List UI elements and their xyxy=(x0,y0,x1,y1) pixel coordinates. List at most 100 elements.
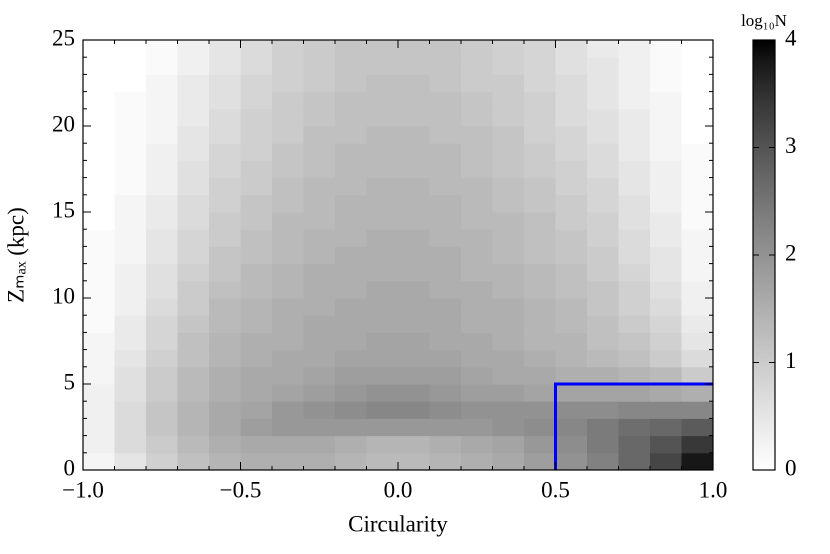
heatmap-cell xyxy=(524,160,556,179)
heatmap-cell xyxy=(429,280,462,299)
heatmap-cell xyxy=(366,74,399,93)
selection-region xyxy=(554,382,713,470)
heatmap-cell xyxy=(335,177,367,196)
heatmap-cell xyxy=(618,40,651,58)
heatmap-cell xyxy=(114,246,147,265)
heatmap-cell xyxy=(209,280,241,299)
heatmap-cell xyxy=(492,349,525,368)
heatmap-cell xyxy=(272,263,304,282)
heatmap-cell xyxy=(177,91,210,110)
heatmap-cell xyxy=(209,177,241,196)
heatmap-cell xyxy=(272,57,304,75)
heatmap-cell xyxy=(303,246,336,265)
heatmap-cell xyxy=(524,194,556,213)
y-tick-label: 0 xyxy=(64,455,76,480)
heatmap-cell xyxy=(335,452,367,471)
heatmap-cell xyxy=(461,246,493,265)
heatmap-cell xyxy=(587,298,619,316)
heatmap-cell xyxy=(83,315,115,333)
heatmap-cell xyxy=(272,384,304,402)
heatmap-cell xyxy=(272,298,304,316)
heatmap-cell xyxy=(492,229,525,247)
heatmap-cell xyxy=(272,452,304,471)
heatmap-cell xyxy=(650,435,682,454)
heatmap-cell xyxy=(335,74,367,93)
heatmap-cell xyxy=(492,452,525,471)
heatmap-cell xyxy=(398,57,430,75)
heatmap-cell xyxy=(555,74,588,93)
heatmap-cell xyxy=(177,108,210,127)
heatmap-cell xyxy=(240,177,273,196)
heatmap-cell xyxy=(114,315,147,333)
heatmap-cell xyxy=(461,452,493,471)
heatmap-cell xyxy=(272,177,304,196)
heatmap-cell xyxy=(681,212,714,230)
heatmap-cell xyxy=(461,194,493,213)
heatmap-cell xyxy=(177,57,210,75)
heatmap-cell xyxy=(146,57,178,75)
heatmap-cell xyxy=(114,160,147,179)
y-tick-label: 20 xyxy=(52,111,75,136)
heatmap-cell xyxy=(681,108,714,127)
heatmap-cell xyxy=(240,298,273,316)
heatmap-cell xyxy=(209,194,241,213)
heatmap-cell xyxy=(681,332,714,351)
heatmap-cell xyxy=(492,246,525,265)
heatmap-cell xyxy=(83,263,115,282)
heatmap-cell xyxy=(618,194,651,213)
heatmap-cell xyxy=(398,143,430,161)
heatmap-cell xyxy=(618,315,651,333)
heatmap-cell xyxy=(303,40,336,58)
heatmap-cell xyxy=(555,435,588,454)
x-tick-label: −0.5 xyxy=(220,477,262,502)
heatmap-cell xyxy=(681,229,714,247)
heatmap-cell xyxy=(587,91,619,110)
heatmap-cell xyxy=(335,143,367,161)
heatmap-cell xyxy=(587,143,619,161)
heatmap-cell xyxy=(272,246,304,265)
heatmap-cell xyxy=(146,91,178,110)
heatmap-cell xyxy=(461,40,493,58)
heatmap-cell xyxy=(83,349,115,368)
heatmap-cell xyxy=(681,91,714,110)
heatmap-cell xyxy=(240,435,273,454)
heatmap-cell xyxy=(303,143,336,161)
heatmap-cell xyxy=(650,349,682,368)
heatmap-cell xyxy=(366,435,399,454)
heatmap-cell xyxy=(146,40,178,58)
heatmap-cell xyxy=(83,177,115,196)
heatmap-cell xyxy=(492,57,525,75)
heatmap-cell xyxy=(524,366,556,385)
heatmap-cell xyxy=(146,246,178,265)
heatmap-cell xyxy=(240,160,273,179)
heatmap-cell xyxy=(618,280,651,299)
heatmap-cell xyxy=(366,418,399,437)
heatmap-cell xyxy=(335,194,367,213)
heatmap-cell xyxy=(335,418,367,437)
heatmap-cell xyxy=(524,229,556,247)
heatmap-cell xyxy=(240,194,273,213)
heatmap-cell xyxy=(429,332,462,351)
heatmap-cell xyxy=(650,263,682,282)
heatmap-cell xyxy=(587,126,619,144)
heatmap-cell xyxy=(114,194,147,213)
heatmap-cell xyxy=(146,143,178,161)
heatmap-cell xyxy=(650,57,682,75)
heatmap-cell xyxy=(492,160,525,179)
heatmap-cell xyxy=(618,332,651,351)
heatmap-cell xyxy=(429,57,462,75)
heatmap-cell xyxy=(335,160,367,179)
heatmap-cell xyxy=(524,298,556,316)
heatmap-cell xyxy=(587,177,619,196)
heatmap-cell xyxy=(555,366,588,385)
heatmap-cell xyxy=(492,91,525,110)
heatmap-cell xyxy=(429,263,462,282)
heatmap-cell xyxy=(618,160,651,179)
heatmap-cell xyxy=(524,332,556,351)
heatmap-cell xyxy=(650,452,682,471)
heatmap-cell xyxy=(335,212,367,230)
heatmap-cell xyxy=(83,332,115,351)
heatmap-cell xyxy=(524,263,556,282)
heatmap-cell xyxy=(272,349,304,368)
heatmap-cell xyxy=(524,108,556,127)
